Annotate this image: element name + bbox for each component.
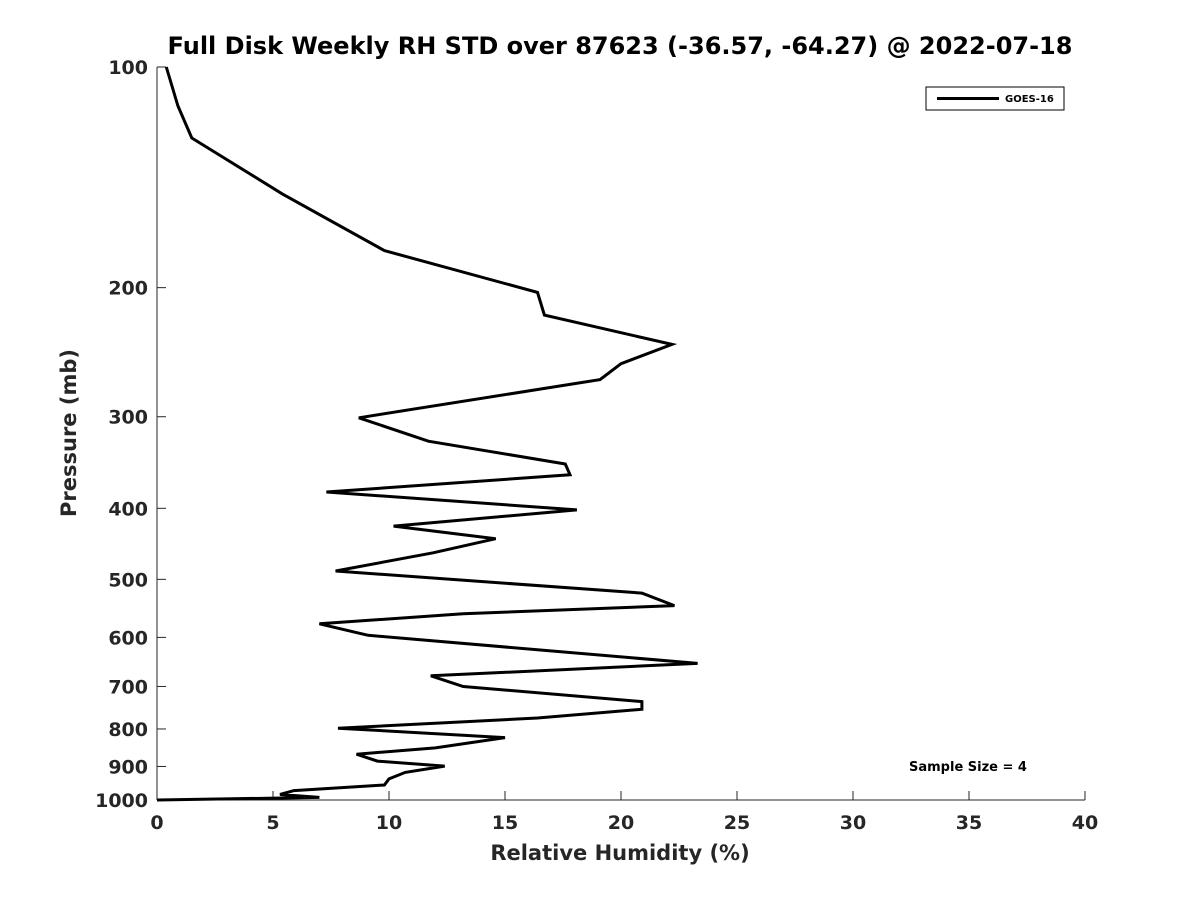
y-tick-label: 900 <box>108 756 148 778</box>
chart-title: Full Disk Weekly RH STD over 87623 (-36.… <box>168 32 1073 60</box>
y-axis-label: Pressure (mb) <box>57 349 81 517</box>
x-tick-label: 30 <box>840 812 866 834</box>
y-tick-label: 400 <box>108 498 148 520</box>
y-tick-label: 600 <box>108 627 148 649</box>
series-group <box>156 66 698 802</box>
y-tick-label: 200 <box>108 278 148 300</box>
x-tick-label: 5 <box>266 812 279 834</box>
x-tick-label: 10 <box>376 812 402 834</box>
y-tick-label: 800 <box>108 719 148 741</box>
x-tick-label: 0 <box>150 812 163 834</box>
x-tick-label: 25 <box>724 812 750 834</box>
x-tick-label: 15 <box>492 812 518 834</box>
y-tick-label: 300 <box>108 407 148 429</box>
y-tick-label: 1000 <box>95 790 148 812</box>
x-axis-ticks: 0 5 10 15 20 25 30 35 40 <box>150 791 1098 834</box>
x-tick-label: 35 <box>956 812 982 834</box>
series-line-goes-16 <box>156 66 698 802</box>
legend-label-goes-16: GOES-16 <box>1005 94 1054 105</box>
legend: GOES-16 <box>925 86 1065 111</box>
sample-size-annotation: Sample Size = 4 <box>909 760 1027 775</box>
y-tick-label: 500 <box>108 569 148 591</box>
y-axis-ticks: 100 200 300 400 500 600 700 800 900 1000 <box>95 57 166 812</box>
x-axis-label: Relative Humidity (%) <box>490 841 749 865</box>
axes-frame <box>156 67 1085 801</box>
x-tick-label: 40 <box>1072 812 1098 834</box>
x-tick-label: 20 <box>608 812 634 834</box>
y-tick-label: 100 <box>108 57 148 79</box>
y-tick-label: 700 <box>108 676 148 698</box>
